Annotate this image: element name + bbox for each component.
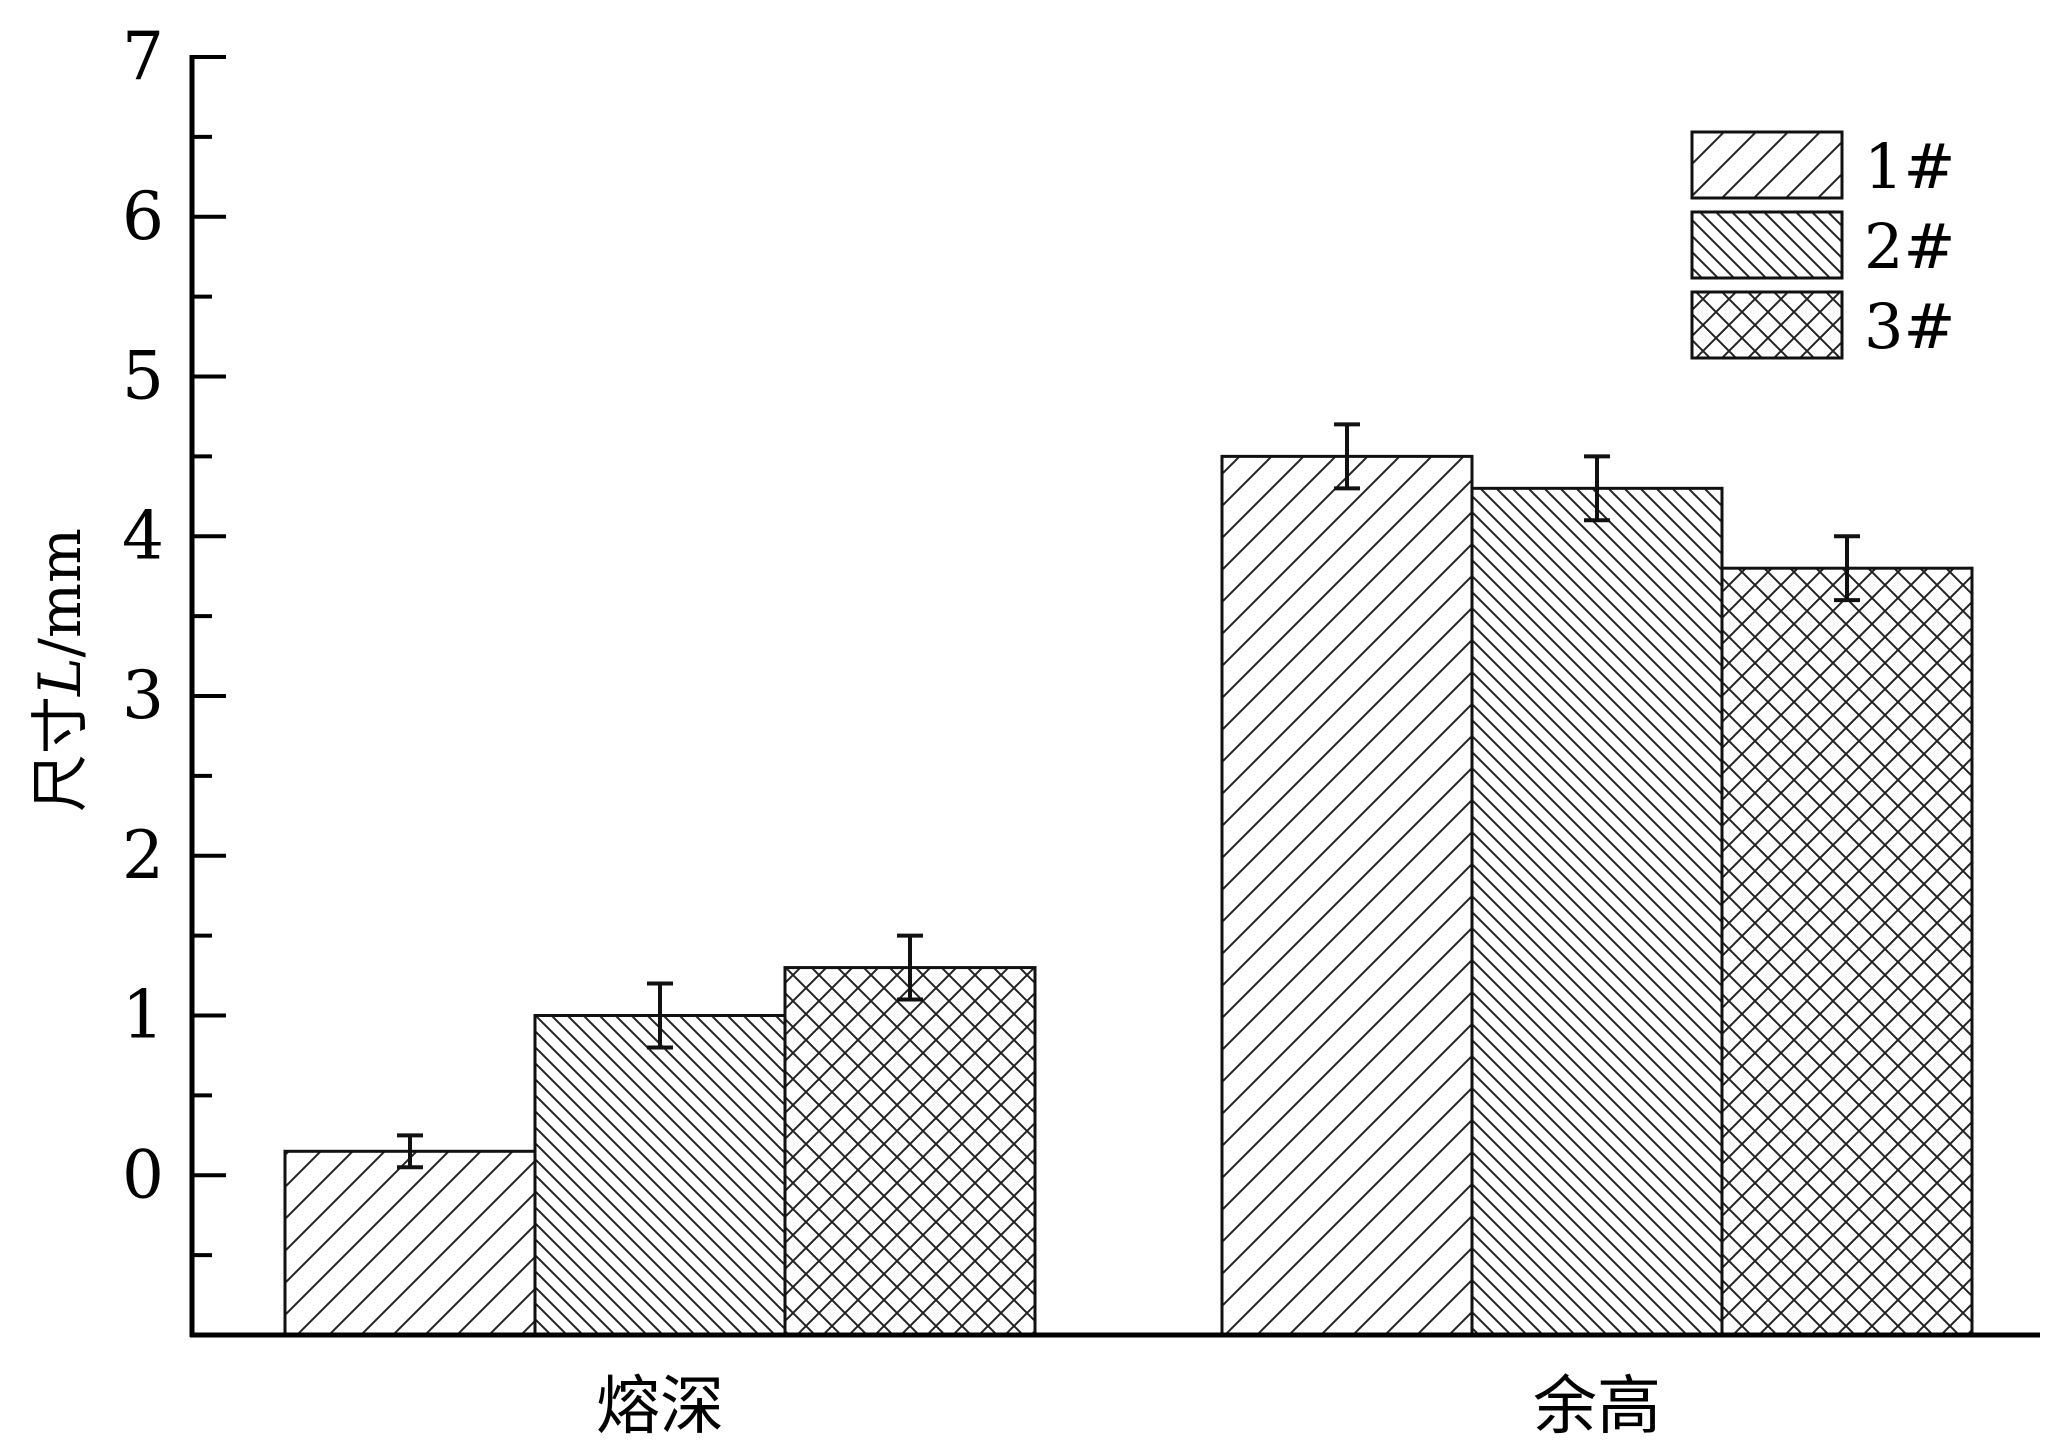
error-bars-layer	[397, 422, 1860, 1170]
legend-item-1: 1#	[1690, 130, 1955, 203]
bar-3-cat-1	[783, 966, 1037, 1337]
y-tick-label-5: 4	[122, 497, 164, 574]
error-bar-2-cat-2	[1584, 454, 1610, 523]
bar-2-cat-2	[1470, 486, 1724, 1337]
error-bar-2-cat-1	[647, 981, 673, 1050]
bars-layer	[283, 454, 1974, 1337]
y-tick-label-2: 1	[122, 977, 164, 1054]
legend-swatch-2	[1690, 210, 1844, 280]
bar-2-cat-1	[533, 1014, 787, 1337]
axes-layer: 熔深 余高 0 1 2 3 4 5 6 7	[122, 18, 2040, 1444]
bar-1-cat-2	[1220, 454, 1474, 1337]
legend-swatch-3	[1690, 290, 1844, 360]
y-axis-label-prefix: 尺寸	[26, 696, 94, 812]
error-bar-1-cat-1	[397, 1133, 423, 1170]
error-bar-3-cat-2	[1834, 534, 1860, 603]
x-tick-label-1: 熔深	[596, 1370, 724, 1444]
y-tick-label-7: 6	[122, 178, 164, 255]
bar-3-cat-2	[1720, 566, 1974, 1337]
y-axis-label-variable: L	[26, 658, 94, 698]
x-tick-label-2: 余高	[1533, 1370, 1661, 1444]
legend-label-2: 2#	[1864, 210, 1955, 283]
y-tick-label-6: 5	[122, 338, 164, 415]
y-tick-label-3: 2	[122, 817, 164, 894]
legend-label-3: 3#	[1864, 290, 1955, 363]
legend-label-1: 1#	[1864, 130, 1955, 203]
legend: 1#2#3#	[1690, 130, 1955, 363]
error-bar-1-cat-2	[1334, 422, 1360, 491]
y-axis-label: 尺寸L/mm	[26, 528, 94, 812]
legend-swatch-1	[1690, 130, 1844, 200]
y-tick-label-4: 3	[122, 657, 164, 734]
bar-1-cat-1	[283, 1149, 537, 1337]
error-bar-3-cat-1	[897, 933, 923, 1002]
y-tick-label-8: 7	[122, 18, 164, 95]
y-axis-label-unit: /mm	[26, 528, 94, 658]
legend-item-2: 2#	[1690, 210, 1955, 283]
y-tick-label-1: 0	[122, 1136, 164, 1213]
legend-item-3: 3#	[1690, 290, 1955, 363]
